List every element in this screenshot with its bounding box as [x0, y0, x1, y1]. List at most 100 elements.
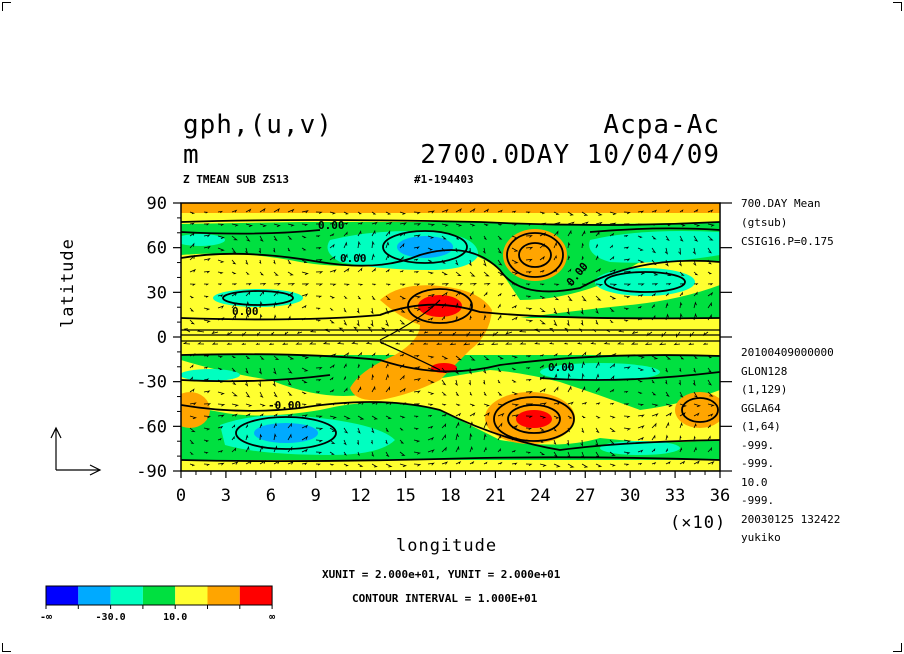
wind-vector-arrow: [427, 283, 435, 286]
wind-vector-arrow: [203, 403, 212, 406]
wind-vector-arrow: [595, 373, 600, 381]
wind-vector-arrow: [553, 415, 560, 419]
wind-vector-arrow: [580, 319, 584, 327]
wind-vector-arrow: [463, 342, 471, 346]
wind-vector-arrow: [497, 259, 503, 266]
wind-vector-arrow: [567, 361, 571, 369]
wind-vector-arrow: [539, 269, 545, 273]
wind-vector-arrow: [399, 307, 406, 313]
wind-vector-arrow: [273, 422, 277, 429]
wind-vector-arrow: [595, 463, 603, 468]
wind-vector-arrow: [707, 247, 712, 254]
wind-vector-arrow: [553, 373, 558, 381]
wind-vector-arrow: [315, 235, 321, 238]
contour-label: 0.00: [340, 252, 367, 265]
wind-vector-arrow: [357, 401, 365, 405]
x-multiplier: (×10): [670, 513, 727, 533]
wind-vector-arrow: [553, 386, 559, 393]
wind-vector-arrow: [315, 403, 322, 406]
wind-vector-arrow: [665, 302, 669, 309]
wind-vector-arrow: [469, 412, 476, 417]
wind-vector-arrow: [217, 391, 225, 395]
wind-vector-arrow: [595, 283, 604, 287]
wind-vector-arrow: [623, 283, 632, 287]
wind-vector-arrow: [399, 283, 406, 286]
wind-vector-arrow: [497, 247, 502, 254]
wind-vector-arrow: [468, 379, 471, 386]
wind-vector-arrow: [483, 271, 490, 277]
wind-vector-arrow: [581, 267, 586, 273]
wind-vector-arrow: [371, 415, 379, 420]
wind-vector-arrow: [343, 415, 351, 420]
wind-vector-arrow: [595, 267, 601, 273]
wind-vector-arrow: [567, 427, 571, 433]
wind-vector-arrow: [189, 232, 195, 237]
wind-vector-arrow: [357, 211, 362, 215]
wind-vector-arrow: [399, 211, 407, 215]
wind-vector-arrow: [273, 433, 277, 441]
wind-vector-arrow: [511, 294, 517, 297]
wind-vector-arrow: [441, 235, 447, 240]
wind-vector-arrow: [455, 421, 460, 429]
wind-vector-arrow: [259, 300, 263, 309]
wind-vector-arrow: [371, 267, 376, 273]
wind-vector-arrow: [273, 413, 278, 417]
wind-vector-arrow: [385, 386, 390, 393]
wind-vector-arrow: [483, 303, 486, 309]
wind-vector-arrow: [189, 211, 196, 215]
wind-vector-arrow: [287, 403, 293, 406]
wind-vector-arrow: [441, 423, 447, 429]
wind-vector-arrow: [637, 436, 645, 441]
wind-vector-arrow: [469, 403, 476, 407]
wind-vector-arrow: [492, 331, 499, 337]
wind-vector-arrow: [413, 427, 419, 430]
wind-vector-arrow: [315, 295, 323, 298]
wind-vector-arrow: [651, 259, 657, 266]
wind-vector-arrow: [441, 367, 447, 374]
wind-vector-arrow: [329, 319, 335, 324]
side-info-top: 700.DAY Mean (gtsub) CSIG16.P=0.175: [741, 198, 834, 255]
wind-vector-arrow: [259, 207, 266, 213]
wind-vector-arrow: [217, 425, 224, 429]
wind-vector-arrow: [693, 291, 698, 297]
wind-vector-arrow: [287, 247, 291, 252]
wind-vector-arrow: [623, 451, 631, 455]
wind-vector-arrow: [525, 307, 533, 311]
wind-vector-arrow: [282, 342, 289, 345]
corner-mark-bl: [2, 643, 11, 652]
wind-vector-arrow: [323, 328, 331, 333]
wind-vector-arrow: [539, 283, 545, 286]
wind-vector-arrow: [226, 342, 233, 345]
wind-vector-arrow: [511, 436, 517, 441]
wind-vector-arrow: [295, 342, 303, 345]
wind-vector-arrow: [511, 271, 519, 275]
wind-vector-arrow: [343, 253, 348, 261]
wind-vector-arrow: [693, 259, 697, 267]
wind-vector-arrow: [707, 301, 712, 309]
wind-vector-arrow: [257, 331, 261, 337]
wind-vector-arrow: [553, 451, 559, 458]
wind-vector-arrow: [590, 342, 597, 345]
wind-vector-arrow: [707, 446, 713, 453]
wind-vector-arrow: [413, 366, 421, 370]
wind-vector-arrow: [217, 414, 225, 418]
wind-vector-arrow: [203, 415, 212, 419]
wind-vector-arrow: [511, 403, 520, 407]
wind-vector-arrow: [595, 319, 599, 325]
wind-vector-arrow: [497, 314, 502, 321]
wind-vector-arrow: [468, 247, 471, 254]
wind-vector-arrow: [539, 364, 545, 369]
orange-high-ne: [503, 229, 567, 281]
wind-vector-arrow: [287, 446, 293, 453]
x-tick-label: 9: [311, 486, 321, 506]
wind-vector-arrow: [371, 427, 375, 434]
wind-vector-arrow: [469, 432, 473, 441]
wind-vector-arrow: [441, 391, 447, 396]
wind-vector-arrow: [422, 342, 429, 345]
wind-vector-arrow: [287, 461, 294, 465]
wind-vector-arrow: [665, 355, 672, 360]
wind-vector-arrow: [427, 235, 435, 239]
wind-vector-arrow: [455, 271, 462, 277]
wind-vector-arrow: [371, 451, 375, 457]
wind-vector-arrow: [553, 439, 557, 445]
